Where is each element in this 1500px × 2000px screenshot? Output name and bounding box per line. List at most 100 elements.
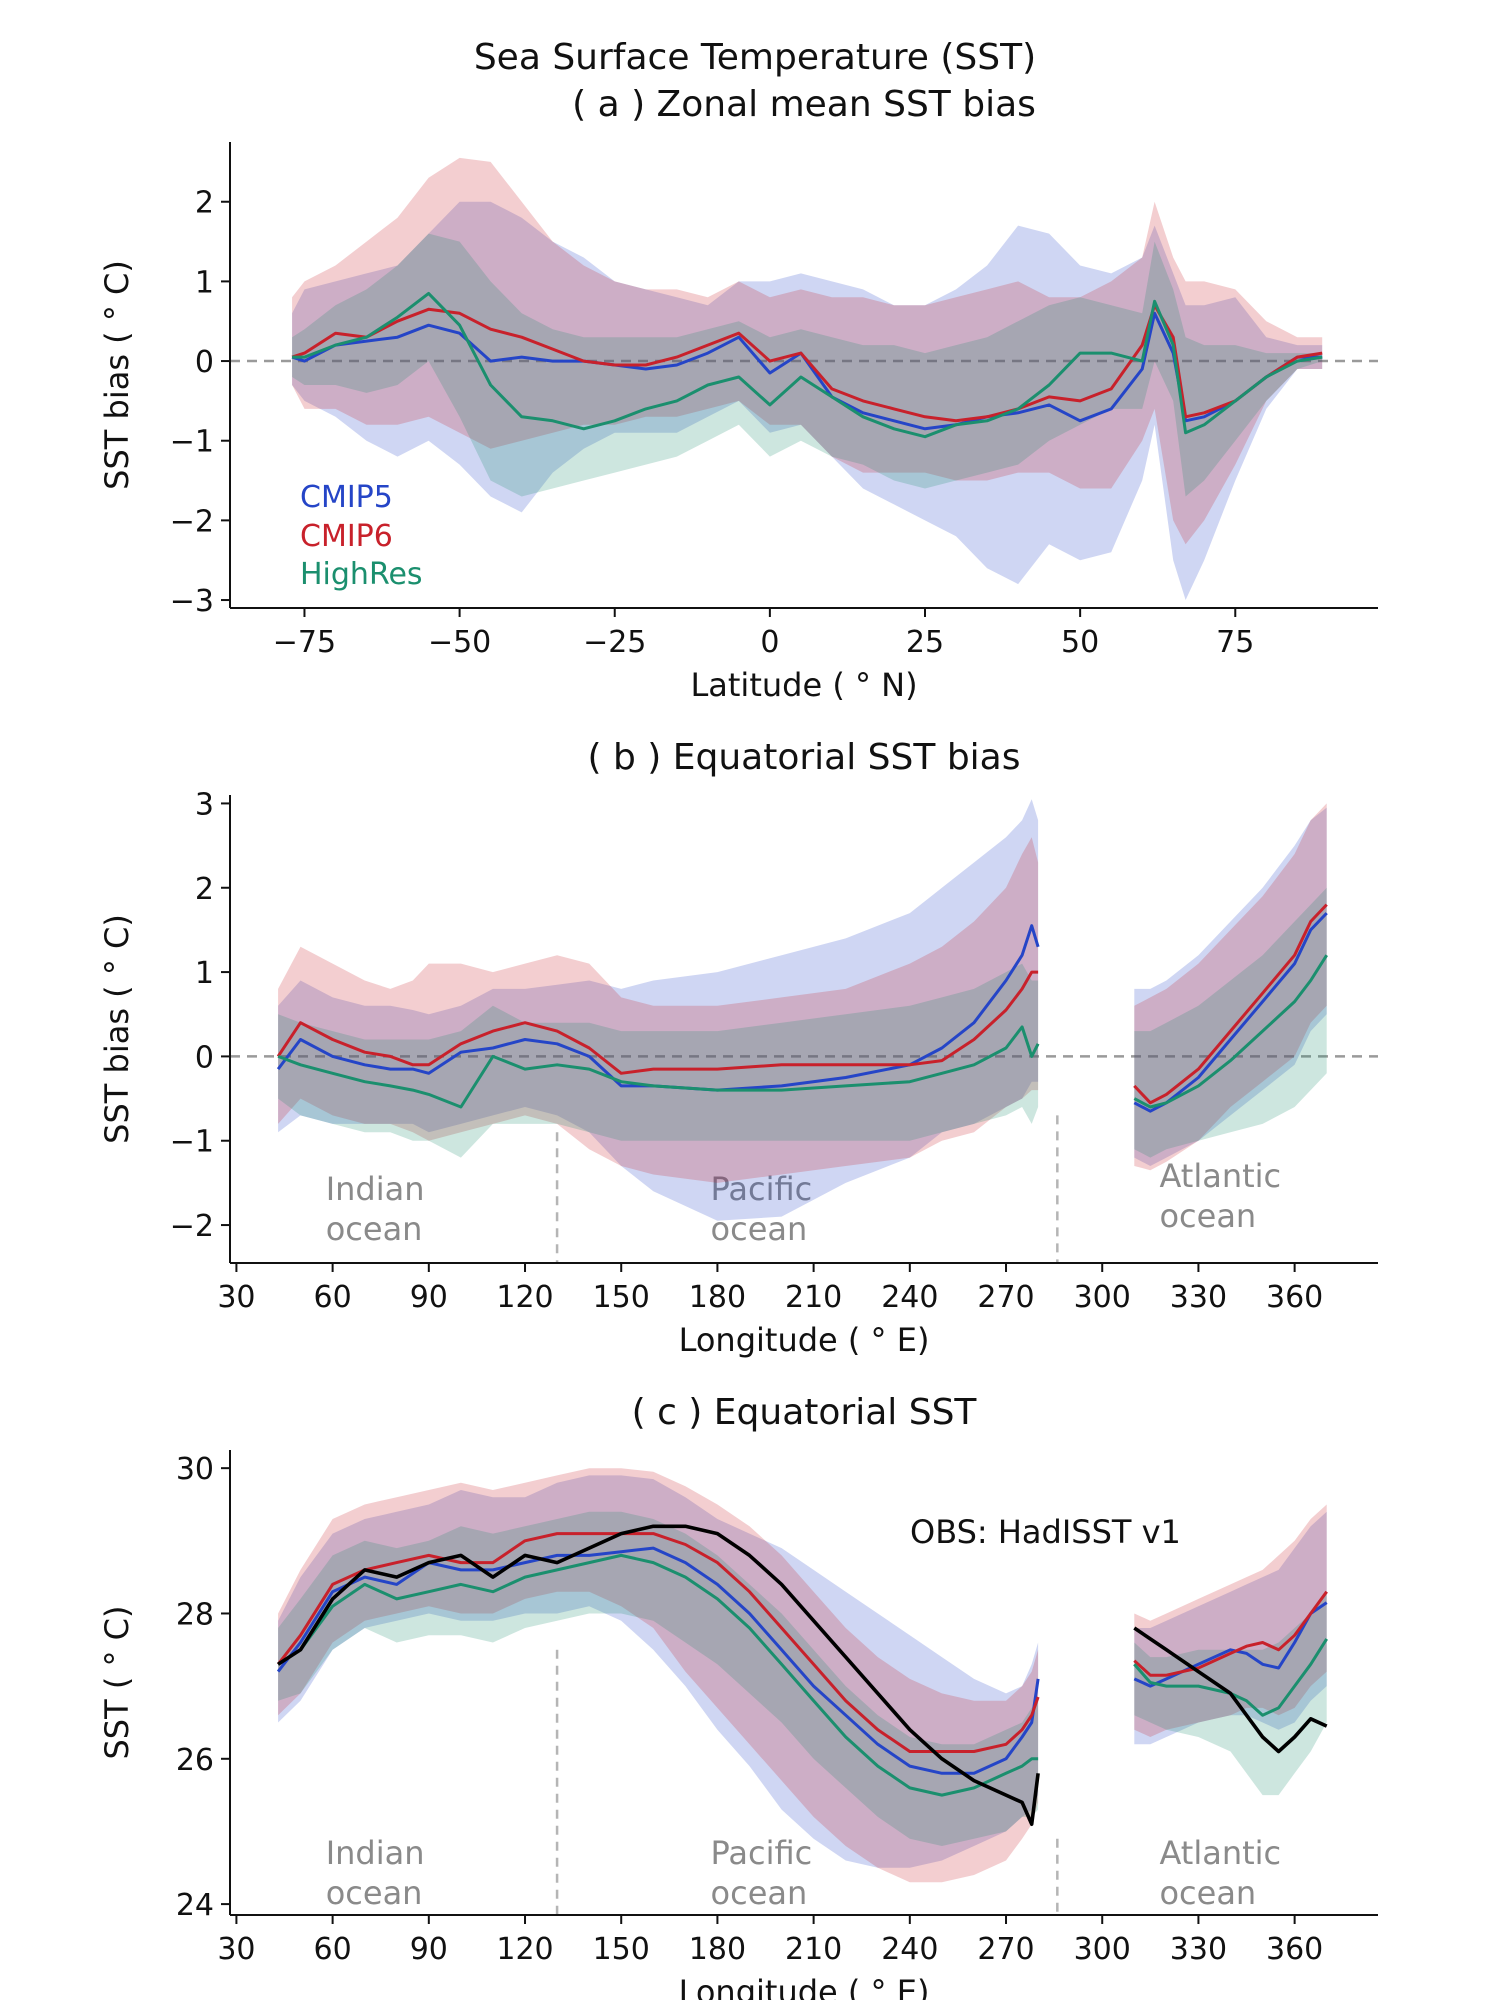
panel-a: ( a ) Zonal mean SST bias −75 −50 −25 0 25 50 7… <box>98 84 1378 704</box>
panel-c-annotation: OBS: HadISST v1 <box>910 1513 1181 1551</box>
panel-b-band-highres-seg0 <box>278 963 1039 1158</box>
panel-c-x-axis-label: Longitude ( ° E) <box>679 1973 930 2000</box>
panel-b-x-tick-label: 150 <box>593 1280 650 1315</box>
basin-label-line: Pacific <box>711 1170 813 1208</box>
panel-b-x-tick-label: 30 <box>217 1280 255 1315</box>
panel-b-line-cmip5-seg1 <box>1133 912 1328 1113</box>
panel-a-band-highres-seg0 <box>292 233 1323 497</box>
basin-label-line: ocean <box>711 1874 808 1912</box>
panel-b-x-tick-label: 270 <box>977 1280 1034 1315</box>
panel-b-x-tick-label: 300 <box>1074 1280 1131 1315</box>
panel-c-x-tick-label: 240 <box>881 1932 938 1967</box>
panel-a-y-tick-label: 1 <box>195 265 214 300</box>
panel-a-line-cmip6-seg0 <box>291 303 1323 423</box>
panel-c-line-obs-seg0 <box>277 1524 1040 1826</box>
legend-entry-highres: HighRes <box>300 557 423 592</box>
panel-a-x-tick-label: −50 <box>428 625 491 660</box>
panel-b-x-tick-label: 360 <box>1266 1280 1323 1315</box>
panel-b-line-cmip6-seg1 <box>1133 903 1328 1105</box>
basin-label-line: Pacific <box>711 1834 813 1872</box>
panel-a-x-tick-label: −25 <box>583 625 646 660</box>
basin-label-line: ocean <box>1159 1197 1256 1235</box>
panel-c-x-tick-label: 360 <box>1266 1932 1323 1967</box>
panel-b-x-axis-label: Longitude ( ° E) <box>679 1321 930 1359</box>
basin-label-line: Indian <box>326 1170 425 1208</box>
panel-b-x-tick-label: 240 <box>881 1280 938 1315</box>
panel-b-line-cmip6-seg0 <box>276 970 1039 1075</box>
panel-a-x-tick-label: −75 <box>273 625 336 660</box>
panel-b-y-tick-label: 3 <box>195 787 214 822</box>
panel-c-y-tick-label: 30 <box>176 1452 214 1487</box>
basin-label-line: Atlantic <box>1159 1157 1281 1195</box>
panel-c-y-tick-label: 28 <box>176 1597 214 1632</box>
panel-a-x-tick-label: 75 <box>1216 625 1254 660</box>
panel-b-line-cmip5-seg0 <box>276 924 1040 1092</box>
panel-c-y-tick-label: 24 <box>176 1888 214 1923</box>
panel-a-y-tick-label: −3 <box>170 584 214 619</box>
panel-b-x-tick-label: 180 <box>689 1280 746 1315</box>
panel-b-band-cmip5-seg0 <box>278 799 1039 1221</box>
panel-a-y-tick-label: 0 <box>195 345 214 380</box>
panel-c-x-tick-label: 180 <box>689 1932 746 1967</box>
panel-b-y-tick-label: −2 <box>170 1209 214 1244</box>
panel-c-band-highres-seg0 <box>278 1511 1039 1846</box>
panel-c-line-highres-seg1 <box>1133 1638 1328 1717</box>
panel-c-line-obs-seg1 <box>1133 1626 1328 1754</box>
panel-c-x-tick-label: 120 <box>496 1932 553 1967</box>
panel-b-band-cmip5-seg1 <box>1134 807 1327 1166</box>
panel-c-x-tick-label: 30 <box>217 1932 255 1967</box>
panel-c-band-cmip5-seg0 <box>278 1475 1039 1868</box>
panel-c-title: ( c ) Equatorial SST <box>632 1392 978 1433</box>
panel-c-x-tick-label: 270 <box>977 1932 1034 1967</box>
panel-a-title: ( a ) Zonal mean SST bias <box>572 84 1036 125</box>
basin-label-line: ocean <box>711 1210 808 1248</box>
panel-c-x-tick-label: 330 <box>1170 1932 1227 1967</box>
legend-entry-cmip6: CMIP6 <box>300 519 393 554</box>
panel-c-x-tick-label: 60 <box>314 1932 352 1967</box>
panel-a-y-axis-label: SST bias ( ° C) <box>98 260 136 490</box>
basin-label-line: ocean <box>1159 1874 1256 1912</box>
panel-b-x-tick-label: 60 <box>314 1280 352 1315</box>
panel-b-title: ( b ) Equatorial SST bias <box>587 737 1020 778</box>
figure-suptitle: Sea Surface Temperature (SST) <box>474 37 1036 78</box>
basin-label-line: Indian <box>326 1834 425 1872</box>
panel-b-y-tick-label: 0 <box>195 1040 214 1075</box>
panel-a-x-tick-label: 50 <box>1061 625 1099 660</box>
basin-label-line: Atlantic <box>1159 1834 1281 1872</box>
panel-c-x-tick-label: 90 <box>410 1932 448 1967</box>
panel-b-x-tick-label: 120 <box>496 1280 553 1315</box>
panel-b-y-tick-label: 2 <box>195 872 214 907</box>
panel-a-y-tick-label: −2 <box>170 504 214 539</box>
panel-c-line-cmip6-seg0 <box>276 1532 1040 1753</box>
panel-a-y-tick-label: 2 <box>195 186 214 221</box>
panel-b-band-cmip6-seg1 <box>1134 803 1327 1171</box>
panel-c-band-cmip6-seg0 <box>278 1468 1039 1883</box>
panel-b-y-tick-label: −1 <box>170 1125 214 1160</box>
basin-label-line: ocean <box>326 1874 423 1912</box>
panel-a-band-cmip5-seg0 <box>292 201 1323 600</box>
panel-c-line-cmip5-seg1 <box>1133 1601 1328 1688</box>
panel-a-x-tick-label: 0 <box>760 625 779 660</box>
panel-a-band-cmip6-seg0 <box>292 157 1323 545</box>
panel-b-line-highres-seg1 <box>1133 954 1328 1109</box>
basin-label-line: ocean <box>326 1210 423 1248</box>
panel-c-line-highres-seg0 <box>277 1553 1039 1797</box>
panel-c-line-cmip6-seg1 <box>1133 1590 1328 1677</box>
panel-b-x-tick-label: 210 <box>785 1280 842 1315</box>
panel-c-x-tick-label: 210 <box>785 1932 842 1967</box>
panel-b-x-tick-label: 90 <box>410 1280 448 1315</box>
panel-a-x-tick-label: 25 <box>906 625 944 660</box>
panel-c: ( c ) Equatorial SSTIndianoceanPacificoc… <box>98 1392 1378 2000</box>
panel-a-x-axis-label: Latitude ( ° N) <box>690 666 917 704</box>
panel-b-y-tick-label: 1 <box>195 956 214 991</box>
panel-c-x-tick-label: 300 <box>1074 1932 1131 1967</box>
panel-b-line-highres-seg0 <box>277 1025 1040 1109</box>
legend-entry-cmip5: CMIP5 <box>300 480 393 515</box>
